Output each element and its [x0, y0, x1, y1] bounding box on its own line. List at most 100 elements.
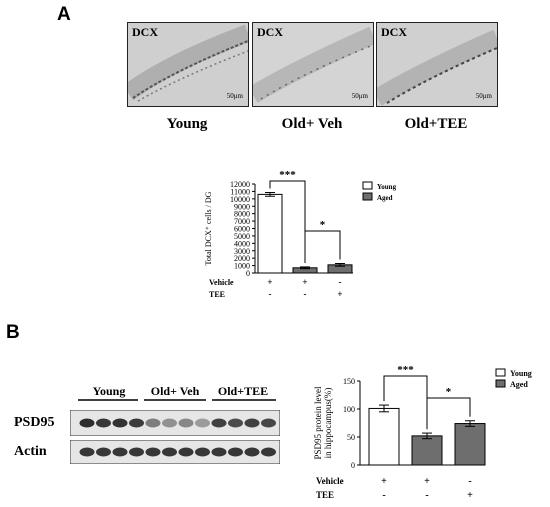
- micrograph-young-image: [128, 23, 248, 106]
- micrograph-young-scale: 50μm: [226, 92, 243, 100]
- blot-row-psd95: PSD95: [14, 415, 55, 430]
- panel-a-letter: A: [57, 4, 71, 25]
- chart-a-treatment-sign-0-2: -: [339, 277, 342, 287]
- chart-b-ytick-label: 100: [343, 405, 355, 414]
- chart-b-ytick-label: 50: [347, 433, 355, 442]
- psd95-bar-chart: 0 50 100 150 PSD95 protein level in hippocamp…: [313, 364, 532, 501]
- psd95-blot-band-4: [145, 418, 161, 428]
- psd95-blot-band-8: [211, 418, 227, 428]
- blot-row-actin: Actin: [14, 444, 47, 459]
- micrograph-old-veh: DCX 50μm: [252, 22, 374, 107]
- chart-b-treatment-label-1: TEE: [316, 490, 334, 500]
- chart-a-ytick-label: 9000: [234, 202, 250, 211]
- chart-b-ytick-label: 150: [343, 377, 355, 386]
- chart-b-sig-bracket-1: [426, 397, 471, 430]
- micrograph-old-tee-image: [377, 23, 497, 106]
- psd95-blot-band-11: [261, 418, 276, 428]
- caption-old-veh: Old+ Veh: [281, 116, 343, 132]
- caption-old-tee: Old+TEE: [404, 116, 468, 132]
- chart-b-treatment-sign-1-2: +: [467, 490, 473, 501]
- actin-blot-band-2: [112, 447, 128, 457]
- chart-b-bar-1: [411, 435, 443, 466]
- chart-a-sig-bracket-0: [269, 180, 306, 263]
- actin-blot-band-8: [211, 447, 227, 457]
- chart-a-ylabel: Total DCX⁺ cells / DG: [204, 191, 213, 265]
- chart-a-sig-label-0: ***: [279, 169, 296, 181]
- chart-b-bar-0: [368, 407, 400, 466]
- psd95-blot-band-10: [244, 418, 260, 428]
- actin-blot-strip: [70, 440, 280, 464]
- chart-a-legend-swatch-1: [362, 192, 373, 201]
- chart-a-ytick-label: 5000: [234, 232, 250, 241]
- chart-a-legend-label-0: Young: [377, 183, 397, 191]
- chart-a-ytick-label: 1000: [234, 262, 250, 271]
- micrograph-old-veh-scale: 50μm: [351, 92, 368, 100]
- actin-blot-band-3: [129, 447, 144, 457]
- chart-a-ytick-label: 7000: [234, 217, 250, 226]
- chart-b-ytick-label: 0: [351, 461, 355, 470]
- chart-a-ytick-label: 2000: [234, 254, 250, 263]
- micrograph-old-tee: DCX 50μm: [376, 22, 498, 107]
- chart-b-sig-label-1: *: [446, 386, 452, 398]
- micrograph-young: DCX 50μm: [127, 22, 249, 107]
- panel-b-letter: B: [6, 322, 20, 343]
- chart-a-sig-bracket-1: [304, 230, 341, 263]
- chart-a-legend-swatch-0: [362, 181, 373, 190]
- psd95-blot-strip: [70, 410, 280, 436]
- psd95-blot-band-3: [129, 418, 144, 428]
- chart-a-ytick-label: 8000: [234, 210, 250, 219]
- psd95-blot-band-6: [178, 418, 194, 428]
- blot-group-young: Young: [92, 384, 126, 398]
- chart-b-bar-2: [454, 423, 486, 466]
- dcx-bar-chart: 0100020003000400050006000700080009000100…: [204, 169, 397, 299]
- chart-a-treatment-sign-1-0: -: [269, 289, 272, 299]
- micrograph-young-stain: DCX: [132, 25, 158, 39]
- chart-b-ylabel: in hippocampus(%): [323, 388, 333, 459]
- chart-b-legend-swatch-1: [495, 379, 506, 388]
- chart-a-treatment-sign-1-1: -: [304, 289, 307, 299]
- actin-blot-band-0: [79, 447, 95, 457]
- chart-b-treatment-sign-1-1: -: [425, 490, 428, 501]
- actin-blot-band-9: [228, 447, 243, 457]
- micrograph-old-tee-scale: 50μm: [475, 92, 492, 100]
- psd95-blot-band-9: [228, 418, 243, 428]
- actin-blot-band-1: [96, 447, 111, 457]
- actin-blot-band-10: [244, 447, 260, 457]
- chart-a-ytick-label: 6000: [234, 225, 250, 234]
- micrograph-old-veh-image: [253, 23, 373, 106]
- chart-b-treatment-sign-1-0: -: [382, 490, 385, 501]
- actin-blot-band-6: [178, 447, 194, 457]
- actin-blot-band-11: [261, 447, 276, 457]
- chart-b-treatment-sign-0-1: +: [424, 476, 430, 487]
- blot-group-underlines: [78, 399, 276, 401]
- chart-b-legend-label-1: Aged: [510, 380, 528, 389]
- psd95-blot-band-5: [162, 418, 177, 428]
- chart-a-treatment-label-0: Vehicle: [209, 278, 234, 287]
- chart-a-ytick-label: 10000: [230, 195, 250, 204]
- psd95-blot-band-7: [195, 418, 210, 428]
- chart-a-bar-0: [257, 193, 283, 274]
- chart-a-sig-label-1: *: [320, 219, 326, 231]
- chart-b-sig-label-0: ***: [397, 364, 414, 376]
- chart-a-ytick-label: 4000: [234, 239, 250, 248]
- blot-group-old-veh: Old+ Veh: [150, 384, 200, 398]
- chart-b-legend-swatch-0: [495, 368, 506, 377]
- blot-group-old-tee: Old+TEE: [217, 384, 269, 398]
- psd95-blot-band-1: [96, 418, 111, 428]
- chart-a-ytick-label: 0: [246, 269, 250, 278]
- chart-b-legend-label-0: Young: [510, 369, 532, 378]
- chart-b-ylabel: PSD95 protein level: [313, 386, 323, 459]
- micrograph-old-veh-stain: DCX: [257, 25, 283, 39]
- chart-a-treatment-sign-1-2: +: [337, 289, 342, 299]
- chart-b-treatment-sign-0-2: -: [468, 476, 471, 487]
- caption-young: Young: [166, 116, 208, 132]
- chart-a-ytick-label: 3000: [234, 247, 250, 256]
- actin-blot-band-7: [195, 447, 210, 457]
- chart-a-treatment-label-1: TEE: [209, 290, 225, 299]
- chart-a-ytick-label: 12000: [230, 180, 250, 189]
- actin-blot-band-4: [145, 447, 161, 457]
- chart-a-ytick-label: 11000: [230, 187, 250, 196]
- micrograph-old-tee-stain: DCX: [381, 25, 407, 39]
- psd95-blot-band-0: [79, 418, 95, 428]
- chart-b-treatment-label-0: Vehicle: [316, 476, 344, 486]
